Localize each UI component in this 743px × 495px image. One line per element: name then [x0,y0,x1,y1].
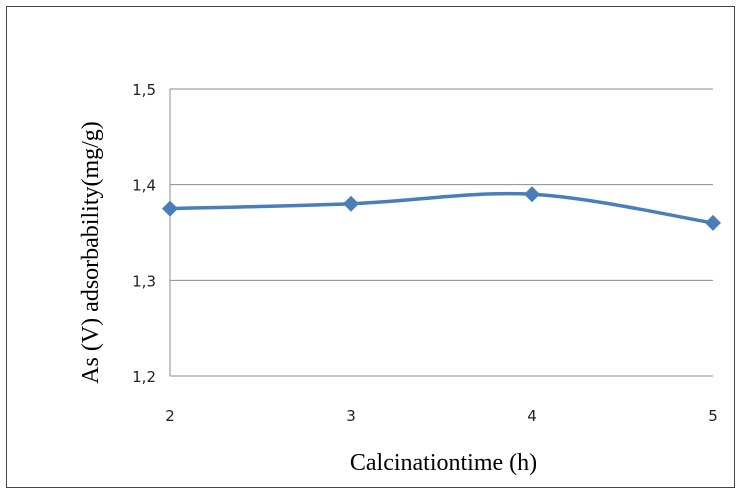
data-point [705,214,721,231]
x-tick-label: 5 [708,407,718,425]
y-axis-title: As (V) adsorbability(mg/g) [78,121,104,384]
axes [169,89,713,377]
y-tick-labels: 1,2 1,3 1,4 1,5 [132,81,156,386]
data-point [162,200,178,217]
gridlines [170,88,713,281]
y-tick-label: 1,2 [132,368,156,386]
y-tick-label: 1,4 [132,177,156,195]
x-tick-labels: 2 3 4 5 [165,407,718,425]
x-tick-label: 3 [346,407,356,425]
x-tick-label: 2 [165,407,175,425]
series-line [169,191,714,225]
y-tick-label: 1,5 [132,81,156,99]
series [162,186,721,231]
y-tick-label: 1,3 [132,272,156,290]
data-point [343,195,359,212]
chart-frame [6,6,735,488]
x-axis-title: Calcinationtime (h) [350,450,537,476]
x-tick-label: 4 [527,407,537,425]
data-point [524,186,540,203]
